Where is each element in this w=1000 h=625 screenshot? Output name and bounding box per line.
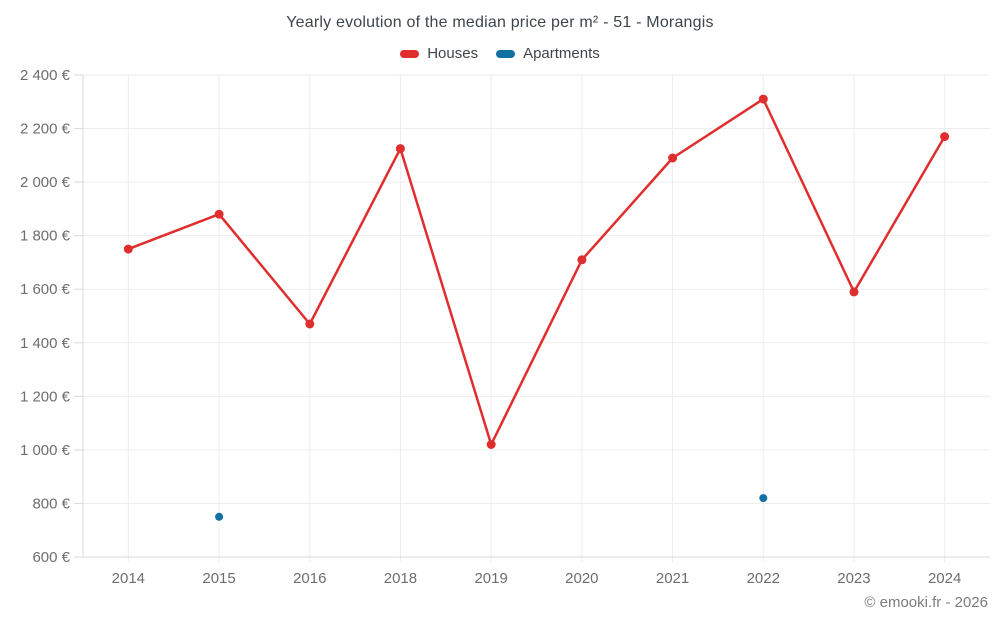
data-point-apartments-2015[interactable] bbox=[215, 512, 224, 521]
x-tick-label: 2018 bbox=[384, 570, 417, 587]
data-point-houses-2015[interactable] bbox=[214, 209, 224, 219]
x-tick-label: 2019 bbox=[474, 570, 507, 587]
y-tick-label: 600 € bbox=[32, 549, 70, 566]
apartments-legend-swatch-icon bbox=[496, 49, 516, 58]
x-tick-label: 2023 bbox=[837, 570, 870, 587]
y-tick-label: 1 200 € bbox=[20, 388, 71, 405]
chart-title: Yearly evolution of the median price per… bbox=[286, 14, 714, 31]
y-tick-label: 2 000 € bbox=[20, 174, 71, 191]
data-point-houses-2021[interactable] bbox=[668, 153, 678, 163]
data-point-houses-2014[interactable] bbox=[123, 244, 133, 254]
x-tick-label: 2024 bbox=[928, 570, 961, 587]
x-tick-label: 2015 bbox=[202, 570, 235, 587]
x-tick-label: 2021 bbox=[656, 570, 689, 587]
data-point-houses-2022[interactable] bbox=[758, 94, 768, 104]
x-tick-label: 2016 bbox=[293, 570, 326, 587]
houses-line bbox=[127, 97, 946, 446]
y-tick-label: 1 000 € bbox=[20, 442, 71, 459]
y-tick-label: 800 € bbox=[32, 495, 70, 512]
data-point-houses-2018[interactable] bbox=[395, 144, 405, 154]
y-tick-label: 2 400 € bbox=[20, 67, 71, 84]
x-tick-label: 2014 bbox=[112, 570, 145, 587]
x-tick-label: 2020 bbox=[565, 570, 598, 587]
data-point-houses-2024[interactable] bbox=[940, 132, 950, 142]
legend: Houses Apartments bbox=[0, 45, 1000, 62]
legend-label-houses: Houses bbox=[427, 45, 479, 62]
y-tick-label: 1 600 € bbox=[20, 281, 71, 298]
data-point-houses-2016[interactable] bbox=[305, 319, 315, 329]
houses-legend-swatch-icon bbox=[400, 49, 420, 58]
legend-item-apartments[interactable]: Apartments bbox=[496, 45, 600, 62]
y-tick-label: 1 400 € bbox=[20, 335, 71, 352]
data-point-houses-2019[interactable] bbox=[486, 440, 496, 449]
data-point-houses-2023[interactable] bbox=[849, 287, 859, 297]
data-point-houses-2020[interactable] bbox=[577, 255, 587, 265]
copyright-text: © emooki.fr - 2026 bbox=[864, 594, 988, 611]
data-point-apartments-2022[interactable] bbox=[759, 494, 768, 503]
y-tick-label: 1 800 € bbox=[20, 228, 71, 245]
x-tick-label: 2022 bbox=[747, 570, 780, 587]
y-tick-label: 2 200 € bbox=[20, 121, 71, 138]
legend-item-houses[interactable]: Houses bbox=[400, 45, 478, 62]
legend-label-apartments: Apartments bbox=[523, 45, 600, 62]
